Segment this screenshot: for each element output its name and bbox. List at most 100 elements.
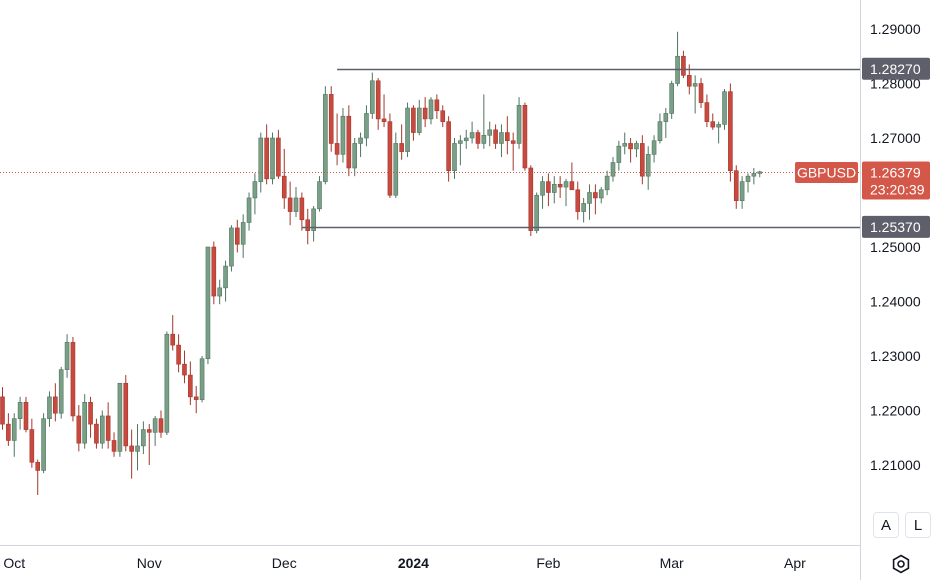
- candle-body: [551, 184, 557, 193]
- candle: [598, 187, 604, 204]
- candle: [217, 279, 222, 305]
- candle: [99, 410, 105, 449]
- candle: [334, 113, 340, 166]
- candle: [199, 356, 205, 403]
- candle-body: [510, 140, 516, 144]
- log-scale-button[interactable]: L: [905, 512, 931, 538]
- candle: [317, 176, 322, 212]
- candle: [252, 173, 258, 215]
- candle: [0, 387, 5, 430]
- candle: [428, 97, 434, 125]
- candle-body: [117, 382, 123, 452]
- candle: [493, 124, 498, 149]
- candle: [229, 225, 234, 272]
- time-tick-label: 2024: [398, 555, 429, 571]
- candle: [622, 132, 628, 155]
- candle-body: [634, 143, 639, 150]
- candle: [698, 78, 704, 109]
- candle: [487, 121, 493, 147]
- candle-body: [47, 396, 52, 419]
- candle: [105, 402, 111, 449]
- candle: [158, 410, 164, 438]
- candle: [733, 165, 739, 209]
- candle-body: [399, 143, 404, 152]
- candle-body: [340, 115, 346, 155]
- candle: [458, 135, 463, 166]
- candle: [53, 383, 58, 422]
- candle-body: [158, 418, 164, 433]
- candle: [640, 135, 645, 185]
- candle: [76, 405, 82, 452]
- candle-body: [35, 461, 41, 471]
- time-tick-label: Oct: [3, 555, 25, 571]
- candle-body: [651, 140, 657, 155]
- symbol-tag: [795, 162, 858, 183]
- candle: [569, 162, 575, 191]
- candle: [141, 421, 146, 455]
- candle-body: [393, 143, 399, 196]
- time-axis[interactable]: Oct Nov Dec 2024 Feb Mar Apr: [3, 555, 806, 571]
- candle-body: [235, 227, 240, 245]
- candle: [41, 413, 46, 474]
- time-tick-label: Mar: [660, 555, 684, 571]
- candle: [534, 192, 539, 234]
- candle-body: [6, 423, 11, 441]
- candle: [205, 246, 211, 365]
- candle: [716, 121, 721, 144]
- price-axis[interactable]: 1.290001.280001.270001.250001.240001.230…: [870, 21, 921, 473]
- candle-body: [581, 203, 586, 212]
- candle: [704, 94, 710, 128]
- price-tick-label: 1.23000: [870, 348, 921, 364]
- candle-body: [270, 137, 275, 180]
- candle: [23, 396, 29, 433]
- candle-body: [29, 429, 35, 463]
- candle-body: [170, 333, 176, 346]
- level-price-label: 1.25370: [870, 219, 921, 235]
- candle: [422, 97, 428, 128]
- candle-body: [487, 129, 493, 136]
- candle: [29, 418, 35, 468]
- auto-scale-button[interactable]: A: [873, 512, 899, 538]
- candle-body: [405, 107, 410, 152]
- candle-body: [328, 94, 334, 144]
- candle-body: [11, 418, 17, 441]
- candle-body: [223, 265, 228, 289]
- candle-body: [557, 184, 563, 188]
- candle: [463, 129, 469, 149]
- candle-body: [463, 137, 469, 142]
- candle-body: [317, 181, 322, 210]
- candle-body: [23, 402, 29, 430]
- candle-body: [546, 181, 551, 193]
- level-price-tag: [862, 215, 930, 238]
- candle-body: [739, 181, 745, 201]
- candle: [657, 113, 663, 144]
- candle: [540, 176, 545, 209]
- candle-body: [311, 208, 316, 231]
- candle-body: [669, 83, 674, 114]
- candle: [593, 184, 598, 215]
- candle: [681, 50, 686, 79]
- candle: [152, 415, 158, 446]
- candle-body: [17, 402, 23, 419]
- candle-body: [229, 227, 234, 267]
- candle: [328, 86, 334, 152]
- candle: [188, 361, 193, 406]
- candle: [375, 78, 381, 130]
- candle: [82, 394, 87, 449]
- candle: [276, 129, 281, 179]
- candle-body: [710, 121, 716, 128]
- candle-body: [469, 132, 475, 139]
- candle: [452, 138, 457, 179]
- candle: [299, 192, 305, 231]
- candle: [692, 75, 698, 114]
- candle: [182, 350, 187, 384]
- candle: [58, 366, 64, 419]
- candle-body: [657, 121, 663, 142]
- candle: [581, 197, 586, 223]
- candle-body: [176, 344, 181, 365]
- gear-icon[interactable]: [889, 552, 913, 576]
- levels-layer: [0, 68, 860, 229]
- candle-body: [281, 175, 287, 199]
